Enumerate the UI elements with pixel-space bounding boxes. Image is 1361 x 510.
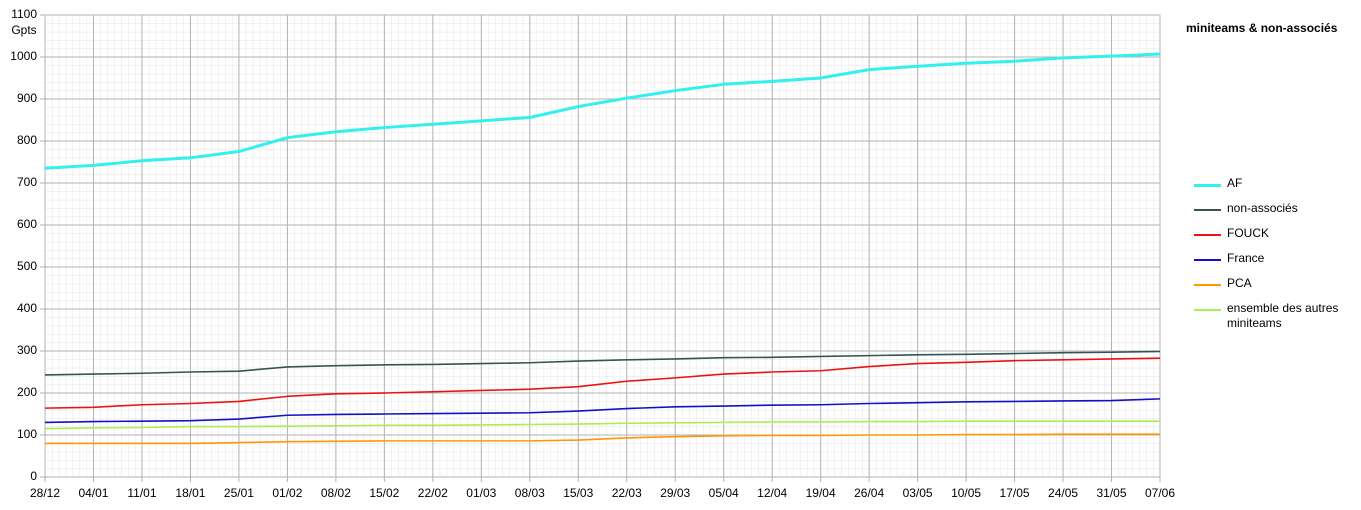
legend-swatch bbox=[1194, 234, 1221, 236]
x-tick-label: 19/04 bbox=[806, 486, 836, 500]
legend-item: France bbox=[1194, 251, 1360, 276]
legend-swatch bbox=[1194, 309, 1221, 311]
series-line bbox=[44, 350, 1161, 376]
series-lines bbox=[44, 52, 1161, 445]
legend-item: ensemble des autres miniteams bbox=[1194, 301, 1360, 330]
plot-border bbox=[44, 14, 1161, 478]
x-tick-label: 01/03 bbox=[466, 486, 496, 500]
x-tick-label: 18/01 bbox=[175, 486, 205, 500]
legend: AF non-associés FOUCK France PCA ensemble des… bbox=[1194, 176, 1360, 330]
x-tick-label: 01/02 bbox=[272, 486, 302, 500]
x-tick-label: 17/05 bbox=[1000, 486, 1030, 500]
legend-item: AF bbox=[1194, 176, 1360, 201]
y-tick-label: 200 bbox=[17, 385, 37, 399]
y-tick-label: 800 bbox=[17, 133, 37, 147]
x-tick-label: 04/01 bbox=[78, 486, 108, 500]
legend-item: PCA bbox=[1194, 276, 1360, 301]
x-tick-label: 25/01 bbox=[224, 486, 254, 500]
series-line bbox=[44, 420, 1160, 430]
y-tick-label: 500 bbox=[17, 259, 37, 273]
y-tick-label: 0 bbox=[30, 469, 37, 483]
y-tick-label: 900 bbox=[17, 91, 37, 105]
y-tick-label: 100 bbox=[17, 427, 37, 441]
x-tick-label: 03/05 bbox=[903, 486, 933, 500]
y-tick-label: 400 bbox=[17, 301, 37, 315]
series-line bbox=[44, 398, 1161, 424]
y-tick-label: 1100 bbox=[11, 7, 37, 21]
y-tick-label: 600 bbox=[17, 217, 37, 231]
legend-label: FOUCK bbox=[1227, 226, 1269, 240]
x-tick-label: 15/02 bbox=[369, 486, 399, 500]
series-line bbox=[45, 433, 1160, 445]
x-tick-label: 10/05 bbox=[951, 486, 981, 500]
x-tick-label: 28/12 bbox=[30, 486, 60, 500]
x-tick-label: 11/01 bbox=[127, 486, 156, 500]
axis-labels: 0 100 200 300 400 500 600 700 800 900 1000 1100 28/1… bbox=[10, 7, 1175, 500]
legend-label: France bbox=[1227, 251, 1265, 265]
legend-swatch bbox=[1194, 184, 1221, 187]
x-tick-label: 22/03 bbox=[612, 486, 642, 500]
x-tick-label: 15/03 bbox=[563, 486, 593, 500]
x-tick-label: 31/05 bbox=[1097, 486, 1127, 500]
x-tick-label: 08/03 bbox=[515, 486, 545, 500]
x-tick-label: 22/02 bbox=[418, 486, 448, 500]
legend-title: miniteams & non-associés bbox=[1186, 21, 1338, 35]
y-tick-label: 1000 bbox=[10, 49, 37, 63]
x-tick-label: 05/04 bbox=[709, 486, 739, 500]
legend-swatch bbox=[1194, 209, 1221, 211]
y-tick-label: 300 bbox=[17, 343, 37, 357]
grid bbox=[40, 14, 1161, 482]
y-tick-label: 700 bbox=[17, 175, 37, 189]
series-line bbox=[44, 357, 1161, 409]
legend-swatch bbox=[1194, 284, 1221, 286]
x-tick-label: 07/06 bbox=[1145, 486, 1175, 500]
legend-label: non-associés bbox=[1227, 201, 1298, 215]
x-tick-label: 26/04 bbox=[854, 486, 884, 500]
x-tick-label: 29/03 bbox=[660, 486, 690, 500]
legend-label: PCA bbox=[1227, 276, 1252, 290]
legend-label: ensemble des autres miniteams bbox=[1227, 301, 1339, 330]
legend-item: non-associés bbox=[1194, 201, 1360, 226]
x-tick-label: 08/02 bbox=[321, 486, 351, 500]
legend-swatch bbox=[1194, 259, 1221, 261]
legend-item: FOUCK bbox=[1194, 226, 1360, 251]
y-axis-label: Gpts bbox=[11, 23, 36, 37]
x-tick-label: 12/04 bbox=[757, 486, 787, 500]
x-tick-label: 24/05 bbox=[1048, 486, 1078, 500]
legend-label: AF bbox=[1227, 176, 1243, 190]
series-line bbox=[44, 52, 1161, 170]
minor-grid bbox=[45, 15, 1160, 477]
